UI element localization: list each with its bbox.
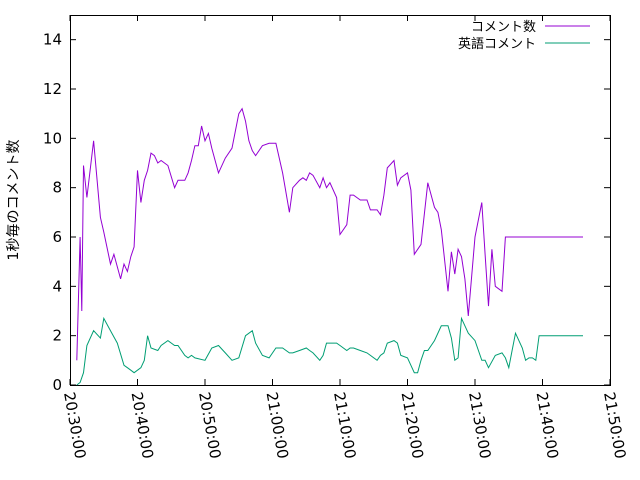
x-tick-label: 21:20:00 [398, 391, 427, 460]
x-tick-label: 20:40:00 [128, 391, 157, 460]
y-tick-label: 4 [52, 277, 62, 295]
x-tick-label: 21:00:00 [263, 391, 292, 460]
series-group [76, 107, 583, 386]
x-tick-label: 20:50:00 [195, 391, 224, 460]
x-tick-label: 20:30:00 [60, 391, 89, 460]
legend-label: 英語コメント [458, 36, 536, 52]
series-line-0 [76, 107, 583, 361]
x-tick-label: 21:40:00 [533, 391, 562, 460]
y-axis-label: 1秒毎のコメント数 [6, 140, 22, 261]
legend-label: コメント数 [471, 20, 536, 35]
series-line-1 [76, 316, 583, 386]
y-tick-label: 10 [43, 129, 62, 147]
y-axis: 0 2 4 6 8 10 12 14 [43, 31, 610, 394]
x-axis: 20:30:00 20:40:00 20:50:00 21:00:00 21:10:00… [60, 15, 629, 460]
x-tick-label: 21:30:00 [465, 391, 494, 460]
x-tick-label: 21:50:00 [600, 391, 629, 460]
y-tick-label: 2 [52, 327, 62, 345]
x-tick-label: 21:10:00 [330, 391, 359, 460]
y-tick-label: 6 [52, 228, 62, 246]
y-tick-label: 14 [43, 31, 62, 49]
y-tick-label: 8 [52, 179, 62, 197]
plot-border [70, 15, 611, 386]
y-tick-label: 12 [43, 80, 62, 98]
y-tick-label: 0 [52, 376, 62, 394]
